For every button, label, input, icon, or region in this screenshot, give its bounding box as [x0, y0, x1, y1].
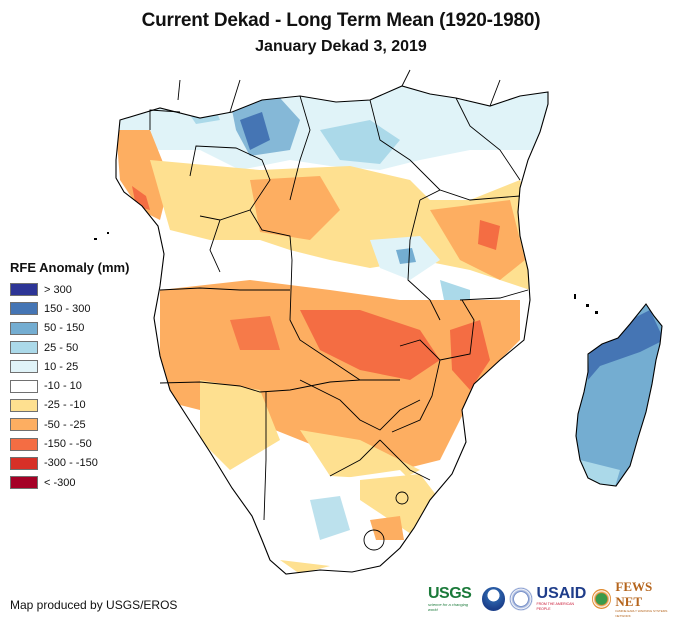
legend-label: -300 - -150: [44, 457, 98, 470]
legend-swatch: [10, 302, 38, 316]
map-credit: Map produced by USGS/EROS: [10, 598, 178, 612]
map-subtitle: January Dekad 3, 2019: [255, 38, 427, 55]
legend-item: -10 - 10: [10, 376, 129, 395]
legend-swatch: [10, 456, 38, 470]
mainland-coastline: [115, 85, 549, 575]
noaa-logo-icon: [481, 587, 506, 611]
legend-swatch: [10, 321, 38, 335]
legend-swatch: [10, 398, 38, 412]
small-islands: [94, 232, 598, 314]
legend-title: RFE Anomaly (mm): [10, 260, 130, 275]
legend-label: -10 - 10: [44, 380, 82, 393]
legend-label: 10 - 25: [44, 360, 79, 373]
usaid-logo-text: USAID: [536, 585, 587, 602]
legend-item: -50 - -25: [10, 415, 129, 434]
fews-net-tagline: FAMINE EARLY WARNING SYSTEMS NETWORK: [615, 609, 668, 618]
legend-item: 10 - 25: [10, 357, 129, 376]
legend-item: > 300: [10, 280, 129, 299]
map-title: Current Dekad - Long Term Mean (1920-198…: [141, 10, 541, 31]
legend-label: -150 - -50: [44, 438, 92, 451]
legend-item: -25 - -10: [10, 396, 129, 415]
legend-item: -150 - -50: [10, 434, 129, 453]
partner-logos: USGS science for a changing world USAID …: [428, 579, 682, 618]
legend-label: 50 - 150: [44, 322, 85, 335]
usaid-tagline: FROM THE AMERICAN PEOPLE: [536, 602, 574, 611]
legend-label: 150 - 300: [44, 302, 91, 315]
usaid-seal-icon: [509, 587, 533, 611]
legend-label: -25 - -10: [44, 399, 86, 412]
legend-item: 25 - 50: [10, 338, 129, 357]
legend-swatch: [10, 476, 38, 490]
legend-item: 150 - 300: [10, 299, 129, 318]
fews-net-logo: FEWS NET FAMINE EARLY WARNING SYSTEMS NE…: [615, 579, 682, 619]
rainfall-anomaly-map: [94, 69, 663, 575]
legend-label: > 300: [44, 283, 72, 296]
usgs-logo-text: USGS: [428, 585, 472, 602]
legend-item: < -300: [10, 473, 129, 492]
legend-item: -300 - -150: [10, 454, 129, 473]
madagascar-coastline: [575, 303, 663, 487]
usgs-logo: USGS science for a changing world: [428, 585, 478, 613]
usaid-logo: USAID FROM THE AMERICAN PEOPLE: [537, 586, 588, 612]
legend-swatch: [10, 437, 38, 451]
legend-swatch: [10, 360, 38, 374]
usgs-tagline: science for a changing world: [428, 602, 469, 612]
country-borders: [149, 69, 529, 551]
legend-label: 25 - 50: [44, 341, 79, 354]
fews-globe-icon: [591, 589, 612, 609]
legend-swatch: [10, 341, 38, 355]
legend-swatch: [10, 379, 38, 393]
legend-label: < -300: [44, 476, 76, 489]
fews-net-logo-text: FEWS NET: [615, 579, 653, 609]
mainland-anomaly-layer: [116, 86, 548, 574]
legend: RFE Anomaly (mm) > 300 150 - 300 50 - 150 2…: [10, 260, 129, 492]
legend-label: -50 - -25: [44, 418, 86, 431]
legend-swatch: [10, 283, 38, 297]
legend-swatch: [10, 418, 38, 432]
legend-item: 50 - 150: [10, 319, 129, 338]
